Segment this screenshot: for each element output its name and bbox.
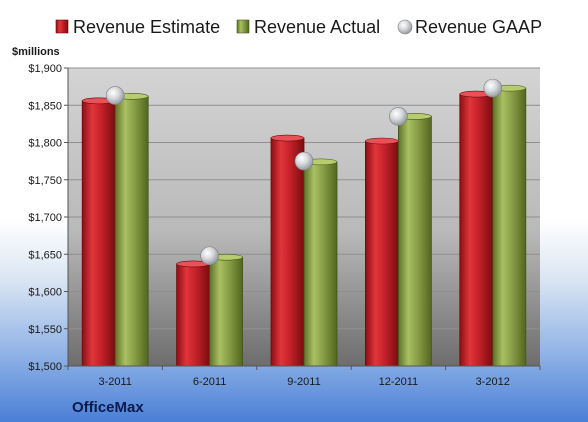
estimate-bar-top-12-2011 bbox=[365, 137, 399, 145]
legend: Revenue Estimate Revenue Actual Revenue GA… bbox=[55, 17, 542, 37]
estimate-bar-3-2011 bbox=[81, 100, 116, 367]
estimate-bar-9-2011 bbox=[270, 137, 305, 367]
y-tick-label: $1,650 bbox=[28, 249, 62, 261]
actual-bar-3-2011 bbox=[114, 95, 149, 367]
x-axis: 3-2011 6-2011 9-2011 12-2011 3-2012 bbox=[67, 365, 541, 388]
actual-bar-9-2011 bbox=[303, 161, 338, 367]
gaap-marker-9-2011 bbox=[294, 151, 314, 171]
legend-label: Revenue Actual bbox=[254, 17, 380, 37]
y-tick-label: $1,550 bbox=[28, 324, 62, 336]
legend-label: Revenue Estimate bbox=[73, 17, 220, 37]
estimate-bar-12-2011 bbox=[364, 140, 399, 367]
x-tick-label: 9-2011 bbox=[287, 376, 320, 388]
legend-swatch bbox=[236, 19, 250, 34]
y-tick-label: $1,600 bbox=[28, 287, 62, 299]
x-tick-label: 3-2011 bbox=[98, 376, 131, 388]
x-tick-label: 12-2011 bbox=[379, 376, 419, 388]
actual-bar-12-2011 bbox=[397, 116, 432, 367]
y-tick-label: $1,750 bbox=[28, 175, 62, 187]
legend-swatch bbox=[55, 19, 69, 34]
gaap-marker-6-2011 bbox=[200, 246, 219, 266]
legend-swatch bbox=[397, 19, 413, 35]
y-tick-label: $1,850 bbox=[28, 100, 62, 112]
estimate-bar-3-2012 bbox=[459, 93, 494, 367]
company-label: OfficeMax bbox=[72, 399, 144, 416]
x-tick-label: 6-2011 bbox=[193, 376, 226, 388]
y-tick-label: $1,900 bbox=[28, 63, 62, 75]
actual-bar-3-2012 bbox=[492, 87, 527, 367]
gaap-marker-3-2011 bbox=[105, 86, 125, 105]
y-axis: $1,500 $1,550 $1,600 $1,650 $1,700 $1,750 $1,8… bbox=[28, 63, 69, 373]
y-tick-label: $1,800 bbox=[28, 138, 62, 150]
legend-label: Revenue GAAP bbox=[415, 17, 542, 37]
bars bbox=[81, 84, 527, 367]
x-tick-label: 3-2012 bbox=[476, 376, 510, 388]
gaap-marker-3-2012 bbox=[483, 78, 503, 98]
y-tick-label: $1,500 bbox=[28, 361, 62, 373]
estimate-bar-top-9-2011 bbox=[270, 134, 305, 142]
actual-bar-6-2011 bbox=[209, 256, 244, 367]
gaap-marker-12-2011 bbox=[389, 107, 408, 126]
gaap-markers bbox=[105, 78, 503, 266]
y-unit-label: $millions bbox=[12, 46, 60, 58]
y-tick-label: $1,700 bbox=[28, 212, 62, 224]
estimate-bar-6-2011 bbox=[176, 263, 211, 367]
